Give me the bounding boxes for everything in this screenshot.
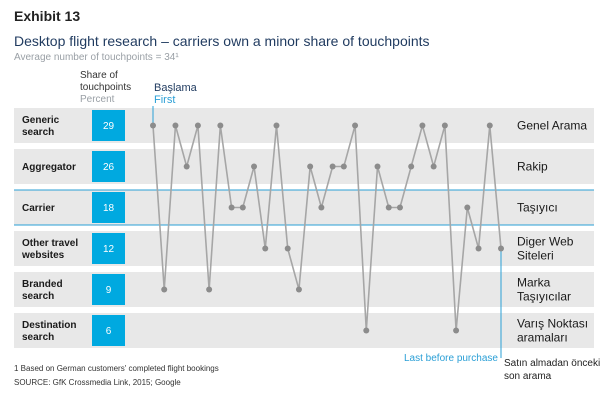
share-header: Share of touchpoints Percent xyxy=(80,70,131,106)
chart-subtitle: Average number of touchpoints = 34¹ xyxy=(14,52,179,63)
category-label-tr: Genel Arama xyxy=(517,119,587,133)
share-box xyxy=(92,315,125,346)
share-value: 6 xyxy=(106,326,112,337)
touchpoint-dot xyxy=(441,122,448,129)
share-box xyxy=(92,151,125,182)
touchpoint-dot xyxy=(307,163,314,170)
category-label-tr: Varış Noktası aramaları xyxy=(517,317,588,345)
touchpoint-dot xyxy=(239,204,246,211)
touchpoint-dot xyxy=(419,122,426,129)
share-header-line1: Share of xyxy=(80,70,118,81)
touchpoint-dot xyxy=(295,286,302,293)
first-touchpoint-label: Başlama First xyxy=(154,82,197,106)
touchpoint-dot xyxy=(183,163,190,170)
share-value: 26 xyxy=(103,162,115,173)
touchpoint-dot xyxy=(363,327,370,334)
exhibit-label: Exhibit 13 xyxy=(14,8,81,24)
touchpoint-dot xyxy=(262,245,269,252)
touchpoint-dot xyxy=(352,122,359,129)
touchpoint-dot xyxy=(396,204,403,211)
category-label: Branded search xyxy=(22,279,63,302)
touchpoint-dot xyxy=(228,204,235,211)
touchpoint-dot xyxy=(251,163,258,170)
last-touchpoint-label-tr: Satın almadan önceki son arama xyxy=(504,358,601,382)
chart-title: Desktop flight research – carriers own a… xyxy=(14,33,430,49)
touchpoint-dot xyxy=(340,163,347,170)
touchpoint-dot xyxy=(453,327,460,334)
source-note: SOURCE: GfK Crossmedia Link, 2015; Googl… xyxy=(14,378,181,387)
category-label: Generic search xyxy=(22,115,60,138)
share-value: 18 xyxy=(103,203,115,214)
touchpoint-dot xyxy=(284,245,291,252)
share-box xyxy=(92,274,125,305)
footnote: 1 Based on German customers' completed f… xyxy=(14,364,219,373)
touchpoint-dot xyxy=(194,122,201,129)
last-touchpoint-label: Last before purchase xyxy=(404,353,498,364)
touchpoint-path xyxy=(152,122,502,331)
category-label-tr: Taşıyıcı xyxy=(517,201,558,215)
touchpoint-dot xyxy=(374,163,381,170)
share-header-unit: Percent xyxy=(80,94,115,105)
share-value: 9 xyxy=(106,285,112,296)
share-header-line2: touchpoints xyxy=(80,82,132,93)
touchpoint-dot xyxy=(161,286,168,293)
touchpoint-dot xyxy=(273,122,280,129)
touchpoint-dot xyxy=(172,122,179,129)
category-label-tr: Rakip xyxy=(517,160,548,174)
touchpoint-dot xyxy=(430,163,437,170)
touchpoint-dot xyxy=(150,122,156,129)
share-value: 12 xyxy=(103,244,115,255)
category-label: Other travel websites xyxy=(21,238,78,261)
touchpoint-dot xyxy=(486,122,493,129)
category-label: Destination search xyxy=(22,320,76,343)
category-label: Aggregator xyxy=(22,162,76,173)
first-label-en: First xyxy=(154,94,176,106)
touchpoint-dot xyxy=(408,163,415,170)
touchpoint-dot xyxy=(318,204,325,211)
share-box xyxy=(92,192,125,223)
category-label-tr: Marka Taşıyıcılar xyxy=(517,276,571,304)
touchpoint-dot xyxy=(206,286,213,293)
touchpoint-dot xyxy=(498,245,504,252)
touchpoint-dot xyxy=(475,245,482,252)
category-label: Carrier xyxy=(22,203,55,214)
first-label-tr: Başlama xyxy=(154,82,197,94)
category-label-tr: Diger Web Siteleri xyxy=(517,235,574,263)
share-box xyxy=(92,233,125,264)
touchpoint-dot xyxy=(329,163,336,170)
touchpoint-dot xyxy=(385,204,392,211)
touchpoint-dot xyxy=(464,204,471,211)
share-value: 29 xyxy=(103,121,115,132)
share-box xyxy=(92,110,125,141)
touchpoint-dot xyxy=(217,122,224,129)
